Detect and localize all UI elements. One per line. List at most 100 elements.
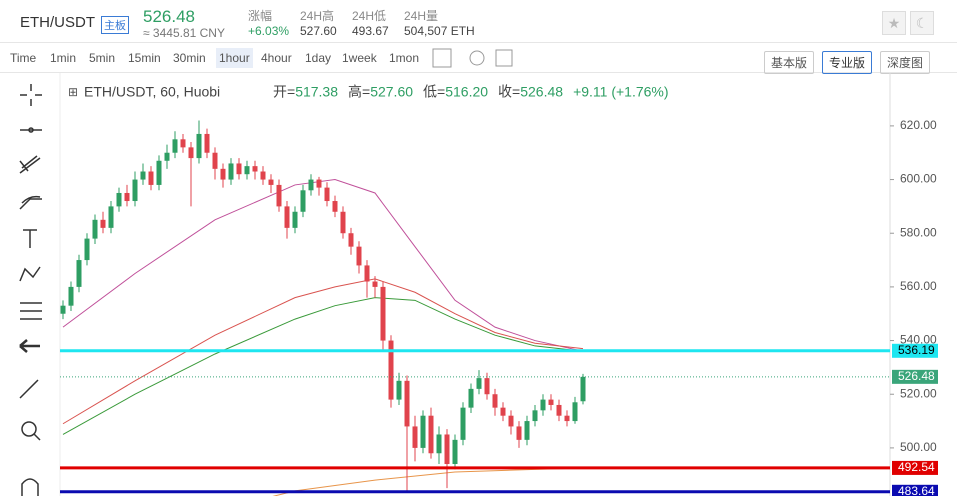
chart: ⊞ ETH/USDT, 60, Huobi 开= 517.38 高= 527.60 低=… bbox=[19, 73, 938, 496]
period-button[interactable]: 1min bbox=[50, 51, 77, 65]
level-label: 492.54 bbox=[898, 460, 935, 474]
toolbar: Time 1min 5min 15min 30min 1hour 4hour 1day 1wee… bbox=[0, 44, 957, 74]
stat-value: 493.67 bbox=[352, 24, 389, 38]
candle-body bbox=[564, 415, 570, 422]
candle-body bbox=[132, 179, 138, 202]
candle-body bbox=[316, 179, 322, 188]
candle-body bbox=[540, 399, 546, 411]
candle-body bbox=[220, 168, 226, 180]
period-button[interactable]: 1week bbox=[342, 51, 377, 65]
ohlc-label: 高= bbox=[348, 84, 370, 100]
stat-label: 24H量 bbox=[404, 9, 439, 23]
candle-body bbox=[244, 166, 250, 175]
candle-body bbox=[268, 179, 274, 185]
view-button[interactable]: 专业版 bbox=[822, 51, 873, 74]
candle-body bbox=[100, 219, 106, 228]
candle-body bbox=[204, 133, 210, 153]
candle-body bbox=[412, 426, 418, 448]
tool-icons bbox=[432, 48, 513, 68]
candle-body bbox=[396, 380, 402, 400]
candle-body bbox=[108, 206, 114, 228]
candle-body bbox=[500, 407, 506, 416]
stat-value: +6.03% bbox=[248, 24, 290, 38]
level-label: 536.19 bbox=[898, 343, 935, 357]
ohlc-value: 516.20 bbox=[445, 84, 488, 100]
period-button[interactable]: 30min bbox=[173, 51, 206, 65]
y-tick-label: 600.00 bbox=[900, 172, 937, 186]
icon[interactable] bbox=[469, 50, 485, 66]
candle-body bbox=[92, 219, 98, 239]
candle-body bbox=[348, 233, 354, 247]
period-button[interactable]: 1mon bbox=[389, 51, 420, 65]
candle-body bbox=[60, 305, 66, 314]
stat-label: 24H高 bbox=[300, 9, 335, 23]
stat-label: 涨幅 bbox=[248, 9, 273, 23]
level-tag bbox=[892, 460, 938, 475]
expand[interactable]: ⊞ bbox=[68, 85, 78, 99]
theme-button[interactable]: ☾ bbox=[910, 11, 934, 35]
last-price-tag bbox=[892, 369, 938, 384]
candle-body bbox=[116, 192, 122, 207]
view-button[interactable]: 基本版 bbox=[764, 51, 815, 74]
candle-body bbox=[476, 378, 482, 389]
level-tag bbox=[892, 343, 938, 358]
candle-body bbox=[212, 152, 218, 169]
candle-body bbox=[380, 286, 386, 341]
y-tick-label: 560.00 bbox=[900, 279, 937, 293]
period-button[interactable]: 1hour bbox=[216, 48, 253, 68]
candle-body bbox=[580, 376, 586, 402]
period-button[interactable]: 15min bbox=[128, 51, 161, 65]
candle-body bbox=[484, 378, 490, 395]
candle-body bbox=[196, 133, 202, 159]
ohlc-label: 开= bbox=[273, 84, 295, 100]
header: ETH/USDT 主板 526.48 ≈ 3445.81 CNY 涨幅 +6.03… bbox=[0, 0, 957, 43]
candle-body bbox=[524, 421, 530, 440]
y-tick-label: 580.00 bbox=[900, 225, 937, 239]
badge: 主板 bbox=[101, 16, 129, 34]
candle-body bbox=[260, 171, 266, 180]
icon[interactable] bbox=[495, 49, 513, 67]
candle-body bbox=[548, 399, 554, 405]
candle-body bbox=[428, 415, 434, 454]
period-button[interactable]: 5min bbox=[89, 51, 116, 65]
candle-body bbox=[532, 410, 538, 422]
candle-body bbox=[284, 206, 290, 228]
candle-body bbox=[556, 404, 562, 416]
candle-body bbox=[76, 260, 82, 287]
period-button[interactable]: Time bbox=[10, 51, 37, 65]
last-price-label: 526.48 bbox=[898, 369, 935, 383]
candle-body bbox=[436, 434, 442, 454]
candle-body bbox=[236, 163, 242, 175]
candle-body bbox=[388, 340, 394, 400]
candle-body bbox=[140, 171, 146, 180]
candle-body bbox=[420, 415, 426, 448]
candle-body bbox=[324, 187, 330, 202]
pair: ETH/USDT bbox=[20, 14, 95, 31]
star-button[interactable]: ★ bbox=[882, 11, 906, 35]
candle-body bbox=[124, 192, 130, 202]
candle-body bbox=[460, 407, 466, 440]
period-button[interactable]: 1day bbox=[305, 51, 332, 65]
stat-label: 24H低 bbox=[352, 9, 387, 23]
drawing-tools[interactable] bbox=[19, 84, 42, 496]
view-button[interactable]: 深度图 bbox=[880, 51, 931, 74]
y-tick-label: 620.00 bbox=[900, 118, 937, 132]
candle-body bbox=[300, 190, 306, 212]
candle-body bbox=[164, 152, 170, 161]
ma-line bbox=[62, 179, 584, 352]
ohlc-value: 526.48 bbox=[520, 84, 563, 100]
candle-body bbox=[332, 201, 338, 212]
candle-body bbox=[516, 426, 522, 440]
candle-body bbox=[492, 394, 498, 408]
candle-body bbox=[84, 238, 90, 261]
icon[interactable] bbox=[432, 48, 452, 68]
period-button[interactable]: 4hour bbox=[261, 51, 292, 65]
candle-body bbox=[508, 415, 514, 427]
stat-value: 504,507 ETH bbox=[404, 24, 475, 38]
price: 526.48 bbox=[143, 7, 195, 26]
chart-title: ETH/USDT, 60, Huobi bbox=[84, 84, 220, 100]
candle-body bbox=[172, 139, 178, 153]
candle-body bbox=[372, 281, 378, 287]
candle-body bbox=[468, 388, 474, 408]
